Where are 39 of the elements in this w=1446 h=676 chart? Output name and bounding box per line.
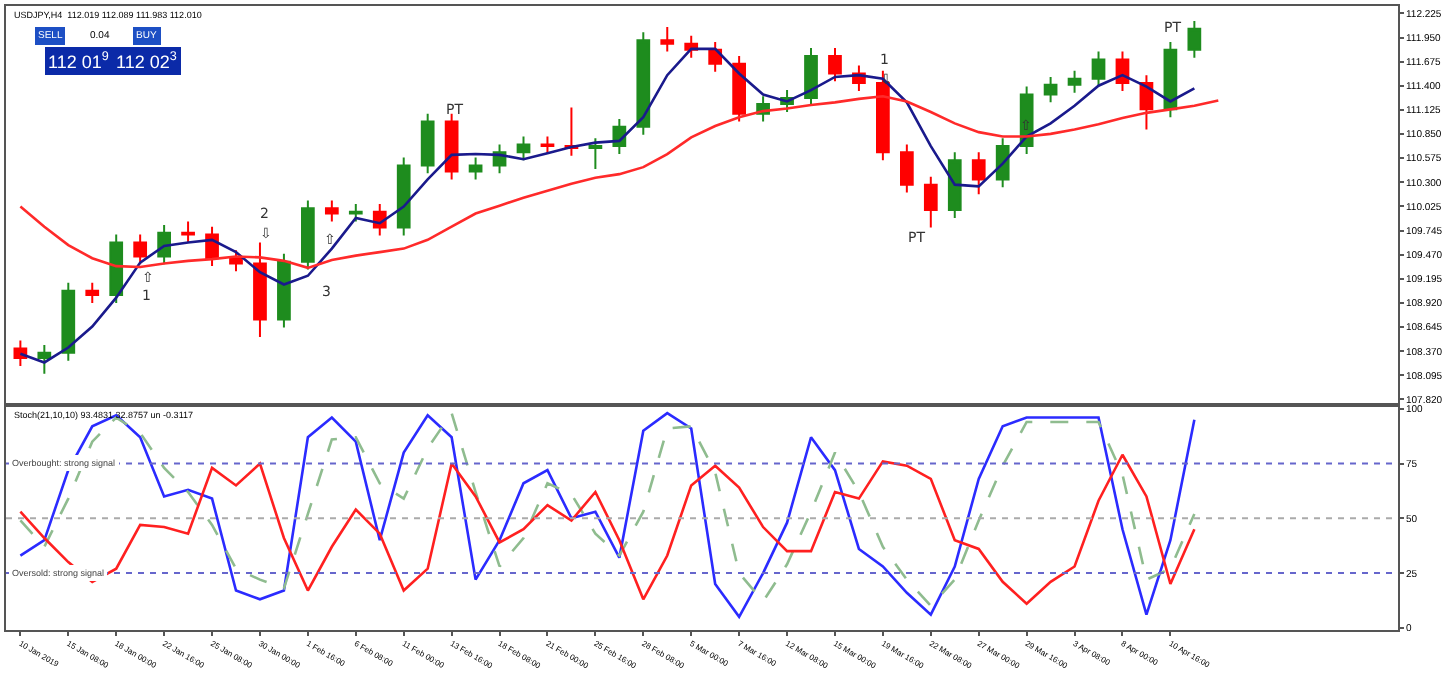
candlestick [1187, 19, 1202, 59]
candlestick [732, 54, 746, 123]
candlestick [420, 112, 435, 175]
candlestick [133, 233, 148, 266]
candlestick [588, 137, 603, 170]
candlestick [109, 233, 124, 304]
candlestick [995, 137, 1010, 189]
candlestick [516, 135, 531, 162]
candlestick [876, 69, 890, 162]
candlestick [277, 252, 291, 329]
candlestick [708, 40, 723, 73]
candlestick [37, 343, 52, 375]
candlestick [1091, 50, 1106, 88]
candlestick [181, 220, 195, 244]
candlestick [804, 47, 818, 107]
candlestick [13, 339, 28, 367]
candlestick [899, 143, 914, 194]
candlestick [253, 241, 267, 339]
candlestick [828, 47, 842, 83]
candlestick [923, 175, 938, 229]
line-series [19, 94, 1220, 270]
candlestick [1067, 69, 1082, 94]
candlestick [660, 26, 675, 53]
candlestick [444, 112, 459, 181]
candlestick [301, 199, 315, 271]
annotation: 112 02$^{3}$ [116, 50, 178, 72]
candlestick [468, 156, 483, 181]
candlestick [324, 199, 339, 223]
candlestick [61, 281, 76, 362]
candlestick [348, 202, 363, 223]
candlestick [540, 135, 555, 156]
candlestick [1043, 75, 1058, 104]
candlestick [85, 281, 100, 304]
candlestick [636, 31, 651, 136]
candlestick [396, 156, 411, 237]
line-series [19, 47, 1196, 364]
annotation: 112 01$^{9}$ [48, 50, 110, 72]
candlestick [947, 151, 962, 219]
candlestick [971, 151, 986, 196]
